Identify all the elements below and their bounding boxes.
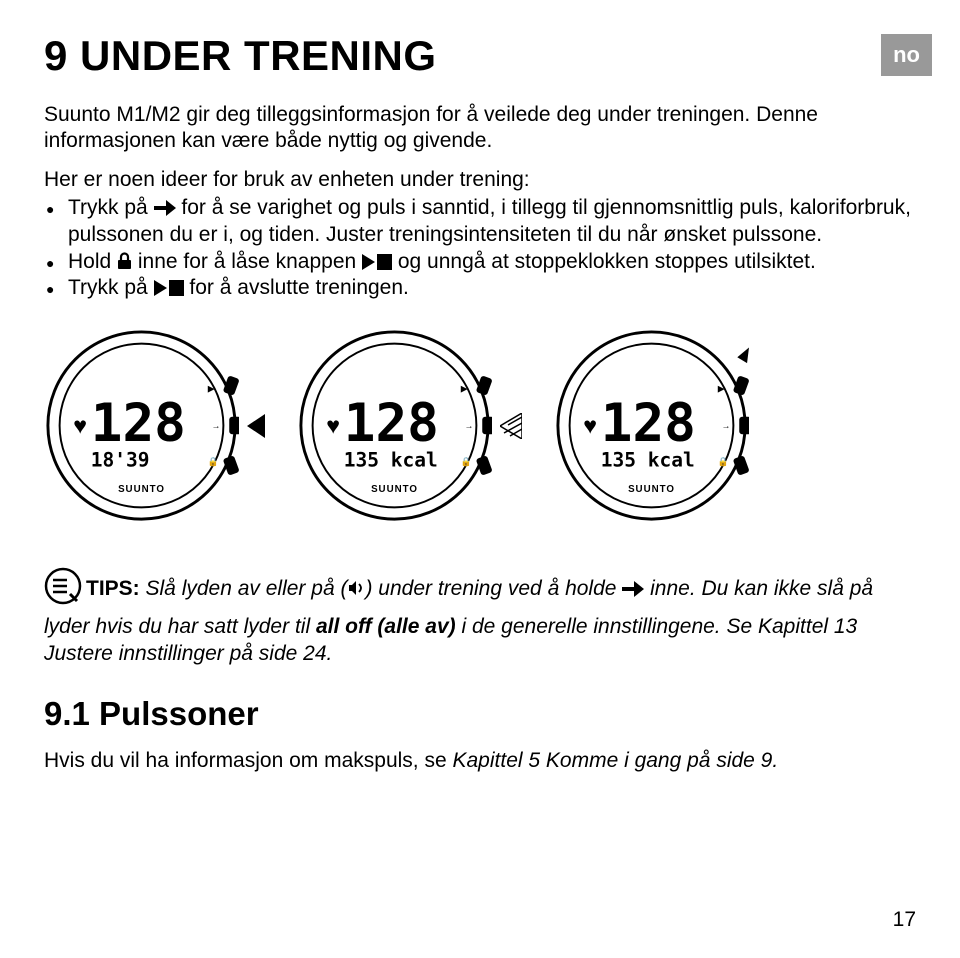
bullet-text: Hold	[68, 250, 117, 273]
svg-text:128: 128	[91, 393, 186, 454]
watch-face-icon: ▶ → 🔒 ♥ 128 135 kcal SUUNTO	[297, 328, 492, 523]
watch-3: ▶ → 🔒 ♥ 128 135 kcal SUUNTO	[554, 328, 749, 523]
svg-text:▶: ▶	[461, 384, 468, 394]
svg-text:🔒: 🔒	[208, 457, 219, 467]
tip-bold: all off (alle av)	[316, 615, 456, 638]
watch-face-icon: ▶ → 🔒 ♥ 128 135 kcal SUUNTO	[554, 328, 749, 523]
svg-text:→: →	[212, 421, 221, 431]
watch-face-icon: ▶ → 🔒 ♥ 128 18'39 SUUNTO	[44, 328, 239, 523]
svg-text:SUUNTO: SUUNTO	[118, 484, 165, 495]
play-stop-icon	[362, 254, 392, 270]
list-item: Trykk på for å avslutte treningen.	[44, 275, 916, 302]
svg-text:▶: ▶	[718, 384, 725, 394]
bullet-list: Trykk på for å se varighet og puls i san…	[44, 195, 916, 303]
svg-text:♥: ♥	[73, 413, 87, 439]
lead-in: Her er noen ideer for bruk av enheten un…	[44, 167, 916, 193]
arrow-right-icon	[622, 581, 644, 597]
bullet-text: og unngå at stoppeklokken stoppes utilsi…	[392, 250, 816, 273]
language-badge: no	[881, 34, 932, 76]
svg-text:→: →	[722, 421, 731, 431]
bullet-text: for å avslutte treningen.	[184, 276, 409, 299]
bullet-text: Trykk på	[68, 196, 154, 219]
body-link-text: Kapittel 5 Komme i gang på side 9.	[453, 749, 779, 772]
svg-text:→: →	[465, 421, 474, 431]
body-text: Hvis du vil ha informasjon om makspuls, …	[44, 749, 453, 772]
tip-text: ) under trening ved å holde	[365, 577, 622, 600]
list-item: Hold inne for å låse knappen og unngå at…	[44, 249, 916, 276]
tip-icon	[44, 567, 82, 612]
nav-left-icon	[247, 414, 265, 438]
svg-text:SUUNTO: SUUNTO	[628, 484, 675, 495]
watch-1: ▶ → 🔒 ♥ 128 18'39 SUUNTO	[44, 328, 265, 523]
section-body: Hvis du vil ha informasjon om makspuls, …	[44, 747, 916, 774]
watch-2: ▶ → 🔒 ♥ 128 135 kcal SUUNTO	[297, 328, 522, 523]
list-item: Trykk på for å se varighet og puls i san…	[44, 195, 916, 249]
svg-text:🔒: 🔒	[718, 457, 729, 467]
page-number: 17	[893, 908, 916, 932]
svg-text:128: 128	[601, 393, 696, 454]
hatched-triangle-icon	[500, 413, 522, 439]
intro-paragraph: Suunto M1/M2 gir deg tilleggsinformasjon…	[44, 102, 864, 155]
svg-text:135 kcal: 135 kcal	[344, 449, 438, 472]
svg-text:128: 128	[344, 393, 439, 454]
tip-paragraph: TIPS: Slå lyden av eller på ( ) under tre…	[44, 567, 916, 667]
svg-text:▶: ▶	[208, 384, 215, 394]
bullet-text: inne for å låse knappen	[132, 250, 362, 273]
svg-text:135 kcal: 135 kcal	[601, 449, 695, 472]
section-heading: 9.1 Pulssoner	[44, 695, 916, 733]
tip-text: Slå lyden av eller på (	[140, 577, 348, 600]
page-title: 9 UNDER TRENING	[44, 32, 916, 80]
svg-text:🔒: 🔒	[461, 457, 472, 467]
lock-icon	[117, 252, 132, 270]
bullet-text: Trykk på	[68, 276, 154, 299]
play-stop-icon	[154, 280, 184, 296]
svg-text:18'39: 18'39	[91, 449, 150, 472]
svg-text:♥: ♥	[326, 413, 340, 439]
watch-illustration-row: ▶ → 🔒 ♥ 128 18'39 SUUNTO ▶ → 🔒 ♥ 1	[44, 328, 916, 523]
svg-text:SUUNTO: SUUNTO	[371, 484, 418, 495]
svg-text:♥: ♥	[583, 413, 597, 439]
arrow-right-icon	[154, 200, 176, 216]
bullet-text: for å se varighet og puls i sanntid, i t…	[68, 196, 911, 246]
sound-icon	[347, 579, 365, 597]
tips-label: TIPS:	[86, 577, 140, 600]
